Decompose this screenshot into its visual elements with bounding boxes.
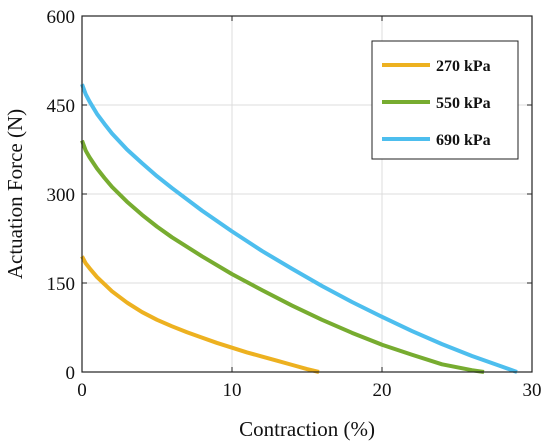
series-layer (80, 83, 518, 374)
legend-label: 550 kPa (436, 95, 491, 112)
y-tick-label: 450 (47, 96, 76, 117)
x-tick-label: 0 (77, 380, 87, 401)
y-tick-label: 150 (47, 274, 76, 295)
y-tick-label: 300 (47, 185, 76, 206)
series-line-550-kPa (80, 139, 485, 374)
legend-label: 270 kPa (436, 58, 491, 75)
x-tick-label: 30 (523, 380, 542, 401)
x-tick-label: 10 (223, 380, 242, 401)
x-tick-label: 20 (373, 380, 392, 401)
y-tick-label: 600 (47, 7, 76, 28)
x-axis-title: Contraction (%) (239, 417, 375, 441)
legend: 270 kPa 550 kPa 690 kPa (371, 40, 519, 160)
series-line-270-kPa (80, 255, 320, 374)
y-tick-label: 0 (66, 363, 76, 384)
series-line-690-kPa (80, 83, 518, 374)
legend-label: 690 kPa (436, 132, 491, 149)
y-axis-title: Actuation Force (N) (3, 109, 27, 279)
